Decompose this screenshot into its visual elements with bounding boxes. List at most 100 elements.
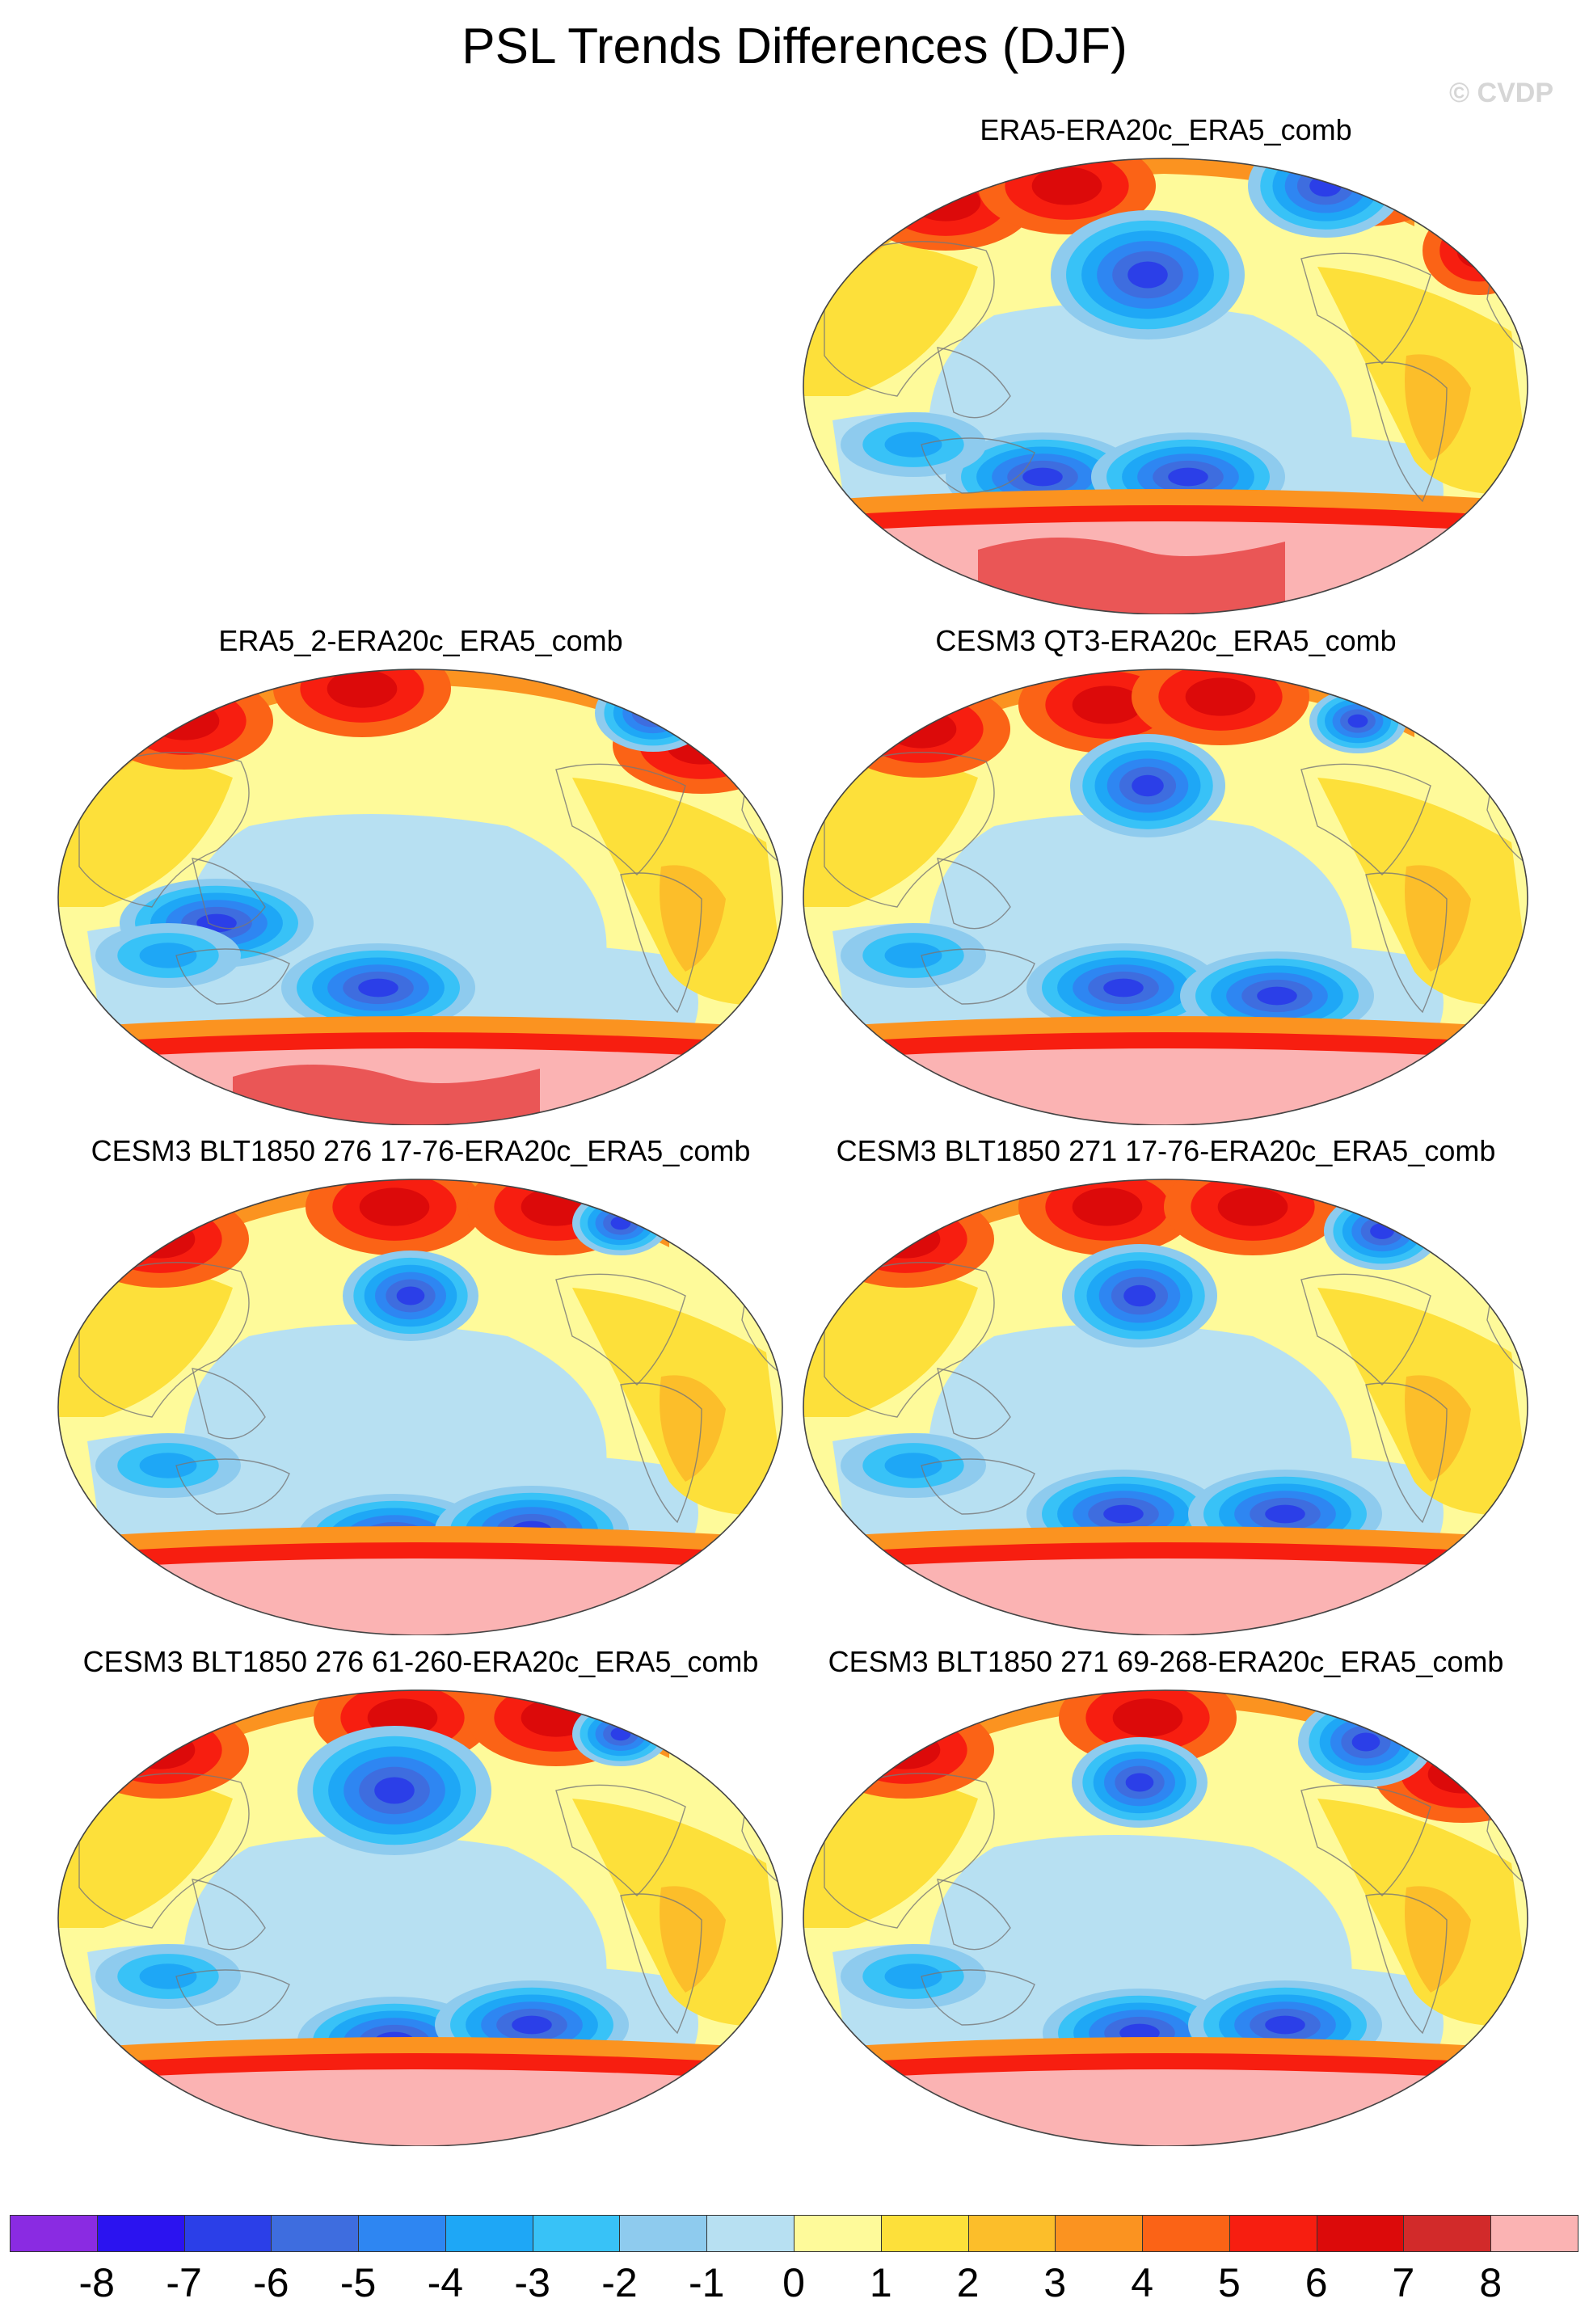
positive-center [95, 673, 273, 770]
field-antarctic-high [803, 1558, 1528, 1635]
colorbar-swatch [619, 2215, 708, 2252]
coastline [824, 241, 995, 397]
coastline [937, 1879, 1011, 1951]
coastline [937, 858, 1011, 930]
map-outline [803, 1179, 1528, 1635]
colorbar-swatch [271, 2215, 360, 2252]
field-south-america-positive [660, 865, 726, 972]
field-south-america-positive [660, 1886, 726, 1993]
antarctic-detail [233, 1065, 540, 1125]
coastline [921, 1458, 1035, 1515]
field-south-america-positive [1405, 354, 1471, 461]
map-panel-7: CESM3 BLT1850 271 69-268-ERA20c_ERA5_com… [800, 1645, 1532, 2146]
colorbar-swatch [183, 2215, 272, 2252]
field-antarctic-high [58, 2069, 782, 2146]
negative-center [139, 943, 197, 968]
map-panel-5: CESM3 BLT1850 271 17-76-ERA20c_ERA5_comb [800, 1134, 1532, 1635]
coastline [1300, 1273, 1431, 1386]
negative-center [1103, 1504, 1144, 1524]
colorbar-tick-label: -8 [78, 2260, 115, 2305]
colorbar-swatch [1229, 2215, 1317, 2252]
coastline [192, 1879, 266, 1951]
colorbar-swatch [1403, 2215, 1492, 2252]
negative-center [1265, 2015, 1305, 2035]
coastline [620, 1382, 702, 1524]
colorbar-swatch [445, 2215, 533, 2252]
antarctic-detail [978, 538, 1285, 614]
coastline [1300, 763, 1431, 875]
negative-center [1022, 467, 1063, 487]
negative-center [396, 1286, 425, 1305]
copyright-watermark: © CVDP [1449, 78, 1553, 108]
positive-center [1401, 1740, 1525, 1808]
coastline [555, 1273, 686, 1386]
map-panel-6: CESM3 BLT1850 276 61-260-ERA20c_ERA5_com… [55, 1645, 786, 2146]
positive-center [816, 1702, 994, 1799]
colorbar-swatch [1055, 2215, 1144, 2252]
colorbar-tick-label: 3 [1043, 2260, 1067, 2305]
colorbar-swatch [794, 2215, 882, 2252]
coastline [555, 763, 686, 875]
field-south-america-positive [660, 1375, 726, 1482]
map-plot [803, 1689, 1528, 2146]
coastline [824, 1773, 995, 1929]
map-field [803, 1690, 1528, 2146]
positive-center [1072, 1187, 1143, 1226]
map-outline [803, 158, 1528, 614]
negative-center [1265, 1504, 1305, 1524]
map-field [58, 1179, 782, 1635]
negative-center [610, 1727, 631, 1741]
negative-center [1127, 261, 1168, 289]
panel-title: CESM3 BLT1850 276 17-76-ERA20c_ERA5_comb [91, 1134, 751, 1167]
positive-center [1423, 206, 1528, 295]
map-outline [57, 1689, 783, 2146]
map-outline [57, 1179, 783, 1635]
map-panel-4: CESM3 BLT1850 276 17-76-ERA20c_ERA5_comb [55, 1134, 786, 1635]
colorbar-tick-label: 4 [1131, 2260, 1154, 2305]
coastline [555, 1784, 686, 1896]
colorbar-tick-label: 0 [782, 2260, 805, 2305]
coastline [921, 1969, 1035, 2026]
colorbar-swatch [532, 2215, 621, 2252]
colorbar-tick-label: -5 [339, 2260, 377, 2305]
map-panel-1: ERA5-ERA20c_ERA5_comb [800, 113, 1532, 614]
negative-center [884, 432, 942, 458]
colorbar-tick-label: 7 [1392, 2260, 1415, 2305]
negative-center [196, 913, 237, 933]
colorbar-tick-label: 1 [869, 2260, 892, 2305]
negative-center [1125, 1773, 1154, 1792]
positive-center [122, 687, 247, 755]
positive-center [910, 183, 981, 221]
panel-title: ERA5_2-ERA20c_ERA5_comb [218, 624, 623, 657]
negative-center [1123, 1284, 1156, 1307]
colorbar-tick-label: -7 [166, 2260, 202, 2305]
colorbar-swatch [358, 2215, 446, 2252]
map-plot [803, 158, 1528, 614]
negative-center [884, 943, 942, 968]
map-plot [57, 1179, 783, 1635]
map-field [58, 1690, 782, 2146]
colorbar-swatch [1490, 2215, 1578, 2252]
colorbar-tick-label: 6 [1304, 2260, 1328, 2305]
colorbar-swatch [706, 2215, 794, 2252]
positive-center [149, 702, 220, 740]
field-south-america-positive [1405, 865, 1471, 972]
coastline [824, 752, 995, 908]
map-outline [803, 1689, 1528, 2146]
coastline [937, 1368, 1011, 1440]
map-panel-2: ERA5_2-ERA20c_ERA5_comb [55, 624, 786, 1125]
map-plot [803, 1179, 1528, 1635]
coastline [78, 752, 250, 908]
negative-center [374, 1777, 415, 1804]
map-outline [803, 669, 1528, 1125]
colorbar-tick-label: -1 [688, 2260, 725, 2305]
negative-center [1351, 1732, 1380, 1752]
coastline [175, 1969, 290, 2026]
colorbar-swatch [10, 2215, 98, 2252]
negative-center [512, 2015, 552, 2035]
coastline [78, 1262, 250, 1418]
coastline [824, 1262, 995, 1418]
negative-center [139, 1453, 197, 1478]
negative-center [358, 978, 398, 998]
positive-center [1112, 1698, 1183, 1737]
